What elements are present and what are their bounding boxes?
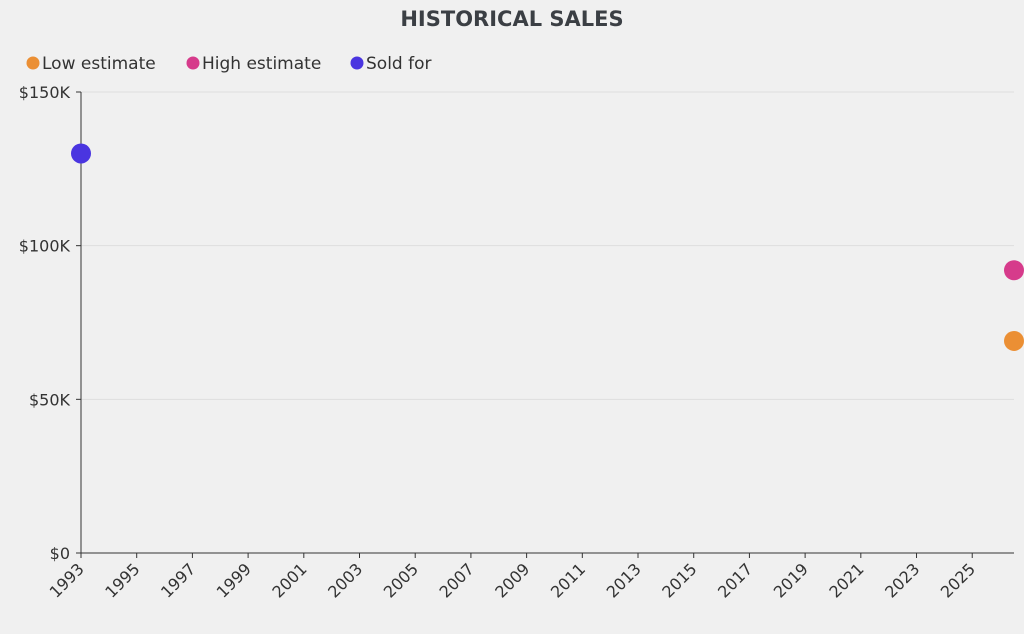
x-tick-label: 2015	[658, 559, 700, 601]
x-tick-label: 1993	[46, 559, 88, 601]
y-tick-label: $0	[50, 544, 70, 563]
chart-title: HISTORICAL SALES	[400, 7, 623, 31]
y-axis-ticks: $0 $50K $100K $150K	[19, 83, 81, 563]
x-tick-label: 2021	[825, 559, 867, 601]
x-tick-label: 2017	[714, 559, 756, 601]
legend-label: Low estimate	[42, 54, 156, 74]
x-tick-label: 2005	[380, 559, 422, 601]
x-tick-label: 2007	[436, 559, 478, 601]
grid-lines	[81, 91, 1014, 400]
x-tick-label: 1999	[213, 559, 255, 601]
y-tick-label: $150K	[19, 83, 71, 102]
legend-item-sold-for[interactable]: Sold for	[350, 54, 432, 74]
legend-swatch	[26, 56, 40, 70]
x-tick-label: 2009	[491, 559, 533, 601]
x-tick-label: 2003	[324, 559, 366, 601]
legend-label: High estimate	[202, 54, 321, 74]
axes	[80, 92, 1014, 554]
y-tick-label: $100K	[19, 237, 71, 256]
legend-swatch	[350, 56, 364, 70]
data-points	[71, 143, 1024, 351]
x-axis-ticks: 1993 1995 1997 1999 2001 2003 2005 2007 2009 2011…	[46, 553, 979, 602]
chart-legend: Low estimate High estimate Sold for	[26, 54, 432, 74]
x-tick-label: 2001	[268, 559, 310, 601]
legend-label: Sold for	[366, 54, 432, 74]
x-tick-label: 2011	[547, 559, 589, 601]
legend-item-low-estimate[interactable]: Low estimate	[26, 54, 156, 74]
x-tick-label: 2025	[937, 559, 979, 601]
x-tick-label: 1997	[157, 559, 199, 601]
data-point-low-estimate[interactable]	[1004, 330, 1024, 351]
x-tick-label: 2023	[881, 559, 923, 601]
x-tick-label: 1995	[101, 559, 143, 601]
legend-item-high-estimate[interactable]: High estimate	[186, 54, 322, 74]
x-tick-label: 2013	[603, 559, 645, 601]
data-point-sold-for[interactable]	[71, 143, 91, 164]
y-tick-label: $50K	[29, 390, 71, 409]
data-point-high-estimate[interactable]	[1004, 260, 1024, 281]
x-tick-label: 2019	[770, 559, 812, 601]
legend-swatch	[186, 56, 200, 70]
